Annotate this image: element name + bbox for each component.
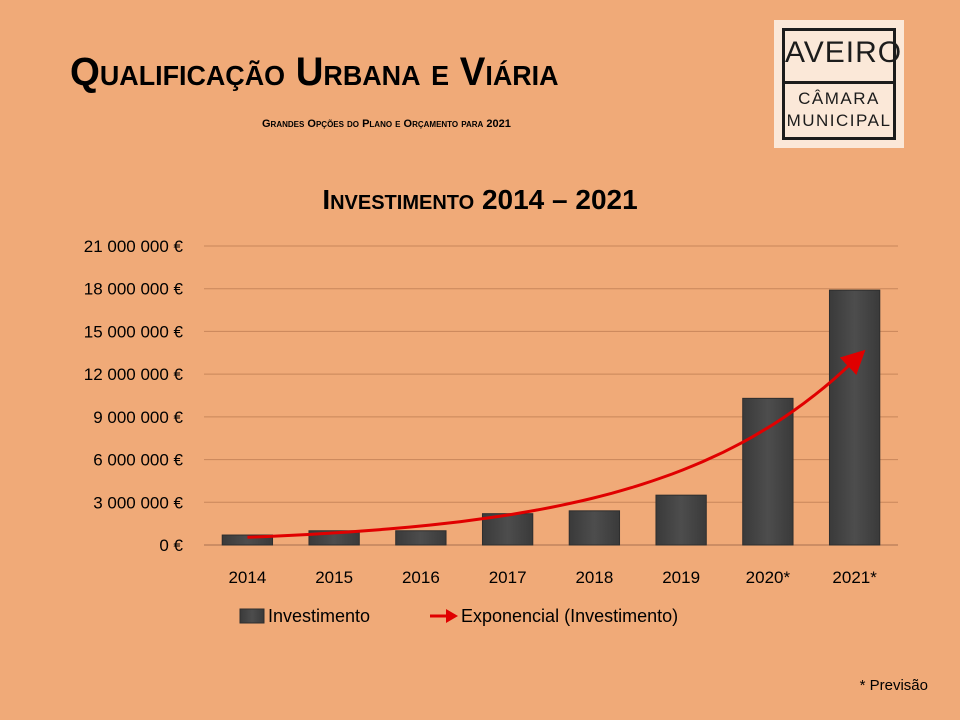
x-tick-label: 2016 [402, 568, 440, 587]
legend-label-investimento: Investimento [268, 606, 370, 626]
bar-2019 [655, 494, 707, 546]
y-tick-label: 12 000 000 € [84, 365, 184, 384]
y-tick-label: 18 000 000 € [84, 280, 184, 299]
chart-legend: Investimento Exponencial (Investimento) [239, 606, 678, 626]
y-tick-label: 0 € [159, 536, 183, 555]
logo-frame: AVEIRO CÂMARA MUNICIPAL [782, 28, 903, 140]
legend-arrow-icon [446, 609, 458, 623]
bar-2016 [395, 530, 447, 546]
legend-swatch-bar [239, 608, 265, 624]
bar-2014 [221, 534, 274, 546]
aveiro-logo: AVEIRO CÂMARA MUNICIPAL [774, 20, 904, 148]
bar-2020 [742, 397, 794, 546]
logo-line-2: MUNICIPAL [786, 111, 892, 130]
y-tick-label: 9 000 000 € [93, 408, 183, 427]
chart-title: Investimento 2014 – 2021 [322, 184, 638, 215]
x-tick-label: 2017 [489, 568, 527, 587]
bar-2018 [568, 510, 621, 546]
logo-line-1: CÂMARA [798, 89, 880, 108]
y-tick-label: 21 000 000 € [84, 237, 184, 256]
y-tick-label: 3 000 000 € [93, 493, 183, 512]
x-tick-label: 2019 [662, 568, 700, 587]
x-tick-label: 2020* [746, 568, 791, 587]
page-subtitle: Grandes Opções do Plano e Orçamento para… [262, 118, 511, 130]
bar-2021 [828, 289, 881, 546]
footnote: * Previsão [859, 677, 928, 694]
trendline-exponential [247, 349, 866, 539]
y-tick-label: 15 000 000 € [84, 322, 184, 341]
x-tick-label: 2015 [315, 568, 353, 587]
page-title: Qualificação Urbana e Viária [70, 50, 559, 94]
logo-divider [785, 81, 893, 84]
x-tick-label: 2018 [575, 568, 613, 587]
legend-label-exponencial: Exponencial (Investimento) [461, 606, 678, 626]
x-tick-label: 2021* [832, 568, 877, 587]
x-tick-label: 2014 [228, 568, 266, 587]
logo-name: AVEIRO [785, 36, 903, 69]
y-tick-label: 6 000 000 € [93, 451, 183, 470]
